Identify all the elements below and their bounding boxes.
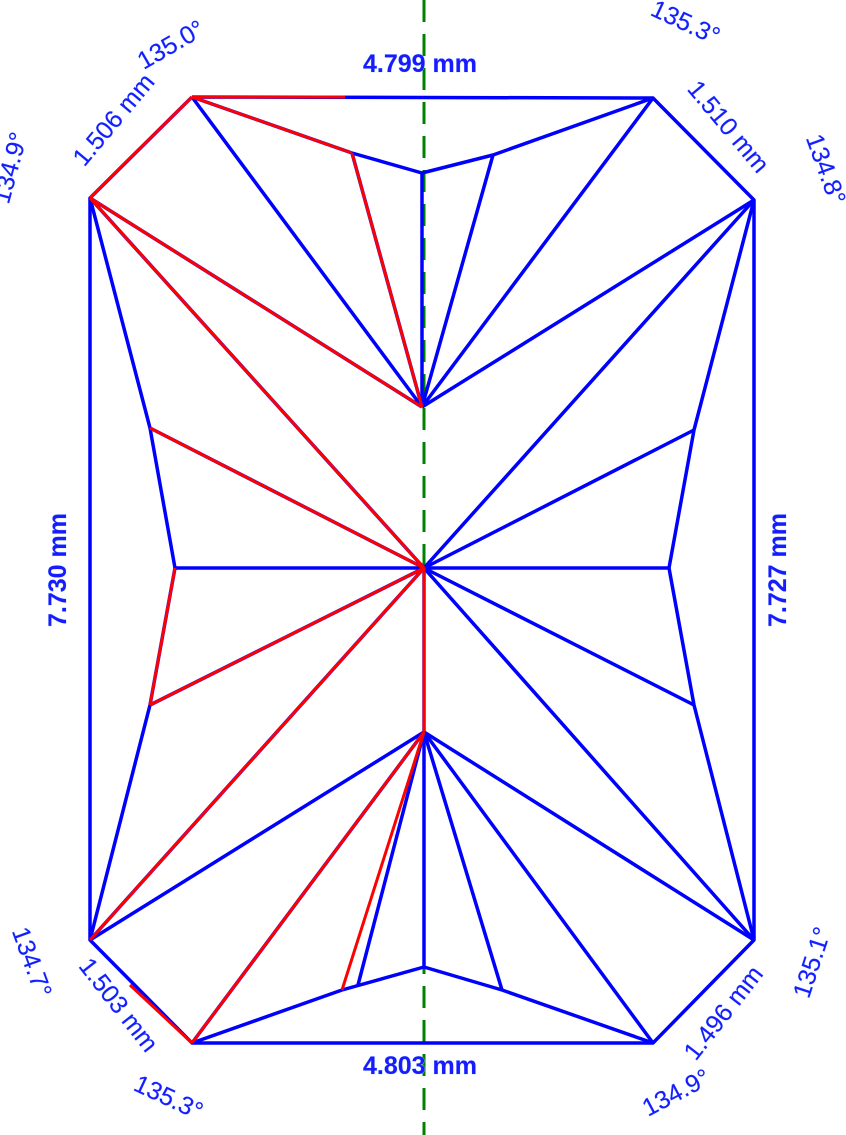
corner-top-left-label: 1.506 mm xyxy=(67,68,160,171)
facet-edge xyxy=(423,730,755,942)
bottom-width-label: 4.803 mm xyxy=(363,1052,477,1080)
right-length-label: 7.727 mm xyxy=(764,513,792,627)
highlighted-edge xyxy=(128,983,194,1045)
angle-top-right-upper: 135.3° xyxy=(647,0,725,51)
facet-edge xyxy=(190,95,424,409)
highlighted-edge xyxy=(340,731,426,991)
facet-edge xyxy=(420,96,655,409)
facet-edge xyxy=(421,198,755,409)
angle-bottom-left-lower: 135.3° xyxy=(130,1070,208,1126)
highlighted-edge xyxy=(191,95,353,155)
corner-bottom-right-label: 1.496 mm xyxy=(678,961,769,1066)
highlight-lines xyxy=(88,95,426,1045)
angle-top-right-lower: 134.8° xyxy=(800,130,846,208)
facet-edge xyxy=(89,730,425,942)
angle-top-left-upper: 135.0° xyxy=(133,15,210,76)
facet-edge xyxy=(191,965,654,1045)
highlighted-edge xyxy=(88,95,194,200)
facet-edge xyxy=(422,730,655,1045)
facet-edge xyxy=(88,197,177,941)
highlighted-edge xyxy=(190,731,426,1044)
facet-edge xyxy=(420,154,495,408)
facet-edge xyxy=(423,566,695,707)
facet-edge xyxy=(423,428,695,570)
facet-edge xyxy=(356,731,426,986)
facet-edge xyxy=(422,731,504,991)
facet-edge xyxy=(422,566,756,942)
facet-edge xyxy=(422,198,756,570)
highlighted-edge xyxy=(88,196,426,570)
left-length-label: 7.730 mm xyxy=(44,513,72,627)
angle-bottom-right-upper: 135.1° xyxy=(788,924,837,1002)
angle-bottom-left-upper: 134.7° xyxy=(6,923,57,1001)
corner-top-right-label: 1.510 mm xyxy=(682,75,775,178)
highlighted-edge xyxy=(149,426,425,570)
facet-edge xyxy=(667,199,756,941)
highlighted-edge xyxy=(149,566,425,707)
angle-top-left-lower: 134.9° xyxy=(0,129,33,206)
highlighted-edge xyxy=(350,152,424,408)
highlighted-edge xyxy=(89,196,423,409)
highlighted-edge xyxy=(88,566,426,942)
angle-bottom-right-lower: 134.9° xyxy=(638,1064,715,1123)
highlighted-edge xyxy=(148,567,177,706)
top-width-label: 4.799 mm xyxy=(363,50,477,78)
